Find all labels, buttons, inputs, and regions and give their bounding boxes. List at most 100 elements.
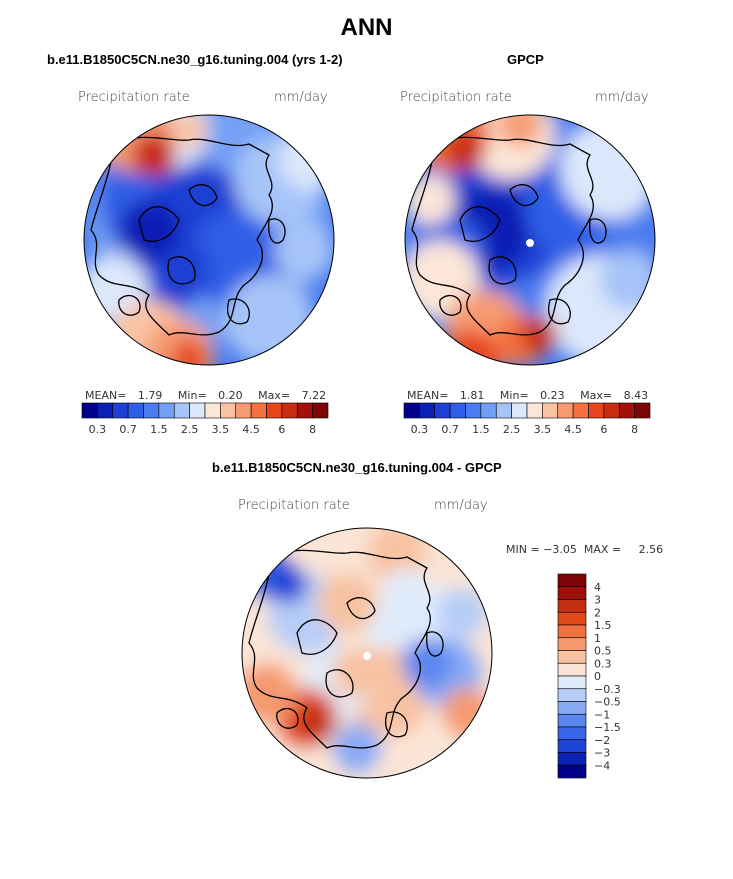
colorbar-tick-label: −1 [594,708,610,721]
colorbar-swatch [603,402,620,419]
colorbar-tick-label: 4.5 [242,423,260,436]
colorbar-swatch [511,402,528,419]
field-region [242,663,297,723]
field-region [600,250,655,310]
map-smooth-field [84,115,334,365]
field-region [437,588,487,638]
min-value: 0.20 [218,389,243,402]
min-label: Min= [499,389,529,402]
colorbar-tick-label: −4 [594,759,610,772]
colorbar-tick-label: 8 [309,423,316,436]
colorbar-tick-label: 8 [631,423,638,436]
colorbar-tick-label: 6 [278,423,285,436]
panel-model-variable: Precipitation rate [78,90,190,105]
map-border [83,114,335,366]
field-region [171,115,207,148]
colorbar-swatch [634,402,651,419]
colorbar-swatch [127,402,144,419]
colorbar-swatch [557,611,587,626]
field-region [522,317,558,353]
colorbar-swatch [495,402,512,419]
colorbar-swatch [419,402,436,419]
colorbar-swatch [557,701,587,715]
colorbar-tick-label: 1.5 [594,619,612,632]
colorbar-swatch [557,675,587,690]
pole-hole [526,239,534,247]
field-region [402,638,452,688]
colorbar-swatch [235,402,252,419]
colorbar-swatch [557,573,587,588]
colorbar-tick-label: 6 [600,423,607,436]
field-region [445,130,485,170]
panel-obs-units: mm/day [595,90,649,105]
colorbar-tick-label: 0.7 [119,423,137,436]
mean-value: 1.79 [137,389,163,402]
field-region [498,115,542,147]
colorbar-swatch [557,650,587,664]
max-label: Max= [580,389,613,402]
colorbar-swatch [189,402,206,419]
colorbar-swatch [557,624,587,639]
max-value: 8.43 [623,389,649,402]
min-value: 0.23 [540,389,565,402]
colorbar-swatch [296,402,313,419]
colorbar-swatch [312,402,329,419]
colorbar-swatch [557,586,587,600]
colorbar-swatch [557,764,587,779]
colorbar-tick-label: 3 [594,594,601,607]
colorbar-tick-label: 2.5 [503,423,521,436]
colorbar-swatch [557,752,587,766]
colorbar-tick-label: 1.5 [472,423,490,436]
field-region [367,528,427,583]
colorbar-swatch [434,402,451,419]
map-diff-field [242,528,492,778]
colorbar-swatch [526,402,543,419]
field-region [119,200,179,260]
colorbar-swatch [557,688,587,702]
max-label: Max= [258,389,291,402]
field-region [171,340,207,365]
figure-title: ANN [340,14,393,41]
field-region [274,220,334,280]
field-region [440,330,500,365]
colorbar-obs: 0.3 0.7 1.5 2.5 3.5 4.5 6 8 [403,402,651,436]
colorbar-tick-label: 2 [594,606,601,619]
panel-model-stats: MEAN= 1.79 Min= 0.20 Max= 7.22 [85,389,326,402]
colorbar-swatch [557,662,587,677]
colorbar-swatch [266,402,283,419]
colorbar-tick-label: 4.5 [564,423,582,436]
mean-label: MEAN= [407,389,449,402]
panel-diff-units: mm/day [434,498,488,513]
colorbar-swatch [220,402,237,419]
colorbar-tick-label: 0.3 [594,657,612,670]
map-diff [241,527,493,779]
colorbar-tick-label: 0 [594,670,601,683]
field-region [132,133,176,177]
colorbar-swatch [81,402,98,419]
colorbar-swatch [588,402,605,419]
map-obs [404,114,656,366]
panel-obs-stats: MEAN= 1.81 Min= 0.23 Max= 8.43 [407,389,648,402]
colorbar-swatch [465,402,482,419]
field-region [332,648,382,698]
colorbar-tick-label: 0.3 [89,423,107,436]
pole-hole [363,652,371,660]
field-region [560,120,655,220]
panel-obs-variable: Precipitation rate [400,90,512,105]
panel-obs-title: GPCP [507,52,544,67]
min-label: Min= [177,389,207,402]
colorbar-model: 0.3 0.7 1.5 2.5 3.5 4.5 6 8 [81,402,329,436]
mean-value: 1.81 [459,389,485,402]
panel-diff-variable: Precipitation rate [238,498,350,513]
colorbar-swatch [204,402,221,419]
field-region [279,130,334,190]
map-border [404,114,656,366]
colorbar-tick-label: −0.5 [594,696,621,709]
colorbar-swatch [572,402,589,419]
panel-diff-title: b.e11.B1850C5CN.ne30_g16.tuning.004 - GP… [212,460,502,475]
colorbar-swatch [557,637,587,651]
colorbar-swatch [557,713,587,728]
colorbar-swatch [173,402,190,419]
panel-model-title: b.e11.B1850C5CN.ne30_g16.tuning.004 (yrs… [47,52,343,67]
map-model [83,114,335,366]
